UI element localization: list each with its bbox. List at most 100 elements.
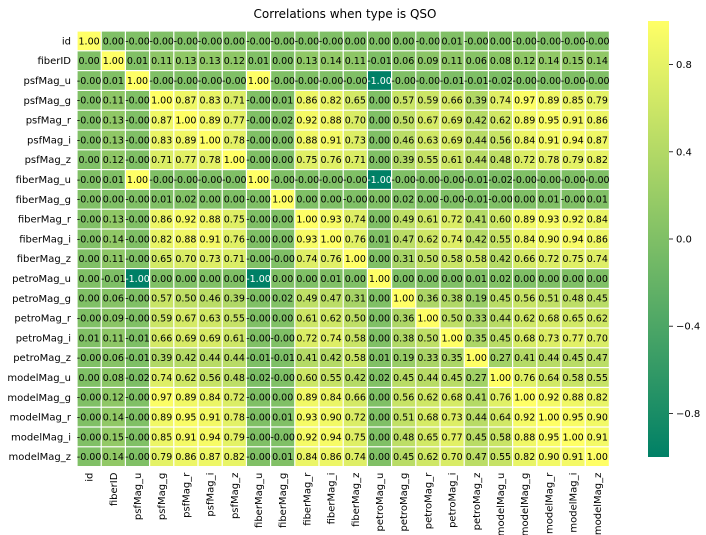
heatmap-cell (295, 91, 319, 110)
heatmap-cell (416, 170, 440, 189)
x-tick-label: psfMag_u (133, 473, 144, 521)
x-tick-label: petroMag_r (423, 472, 434, 530)
heatmap-cell (150, 71, 174, 90)
heatmap-cell (368, 31, 391, 51)
cell-value-label: 0.77 (175, 155, 196, 166)
heatmap-cell (198, 328, 222, 348)
y-tick-label: id (62, 36, 71, 47)
cell-value-label: 0.00 (563, 274, 584, 285)
x-tick-label: petroMag_i (448, 473, 459, 528)
cell-value-label: 0.58 (466, 254, 487, 265)
heatmap-cell (464, 388, 488, 407)
heatmap-cell (295, 269, 319, 288)
heatmap-cell (174, 328, 198, 348)
heatmap-cell (198, 31, 222, 51)
cell-value-label: 0.84 (514, 135, 535, 146)
cell-value-label: 0.60 (296, 373, 317, 384)
heatmap-cell (174, 71, 198, 90)
heatmap-cell (585, 170, 609, 189)
cell-value-label: 0.89 (175, 135, 196, 146)
cell-value-label: 0.01 (538, 195, 559, 206)
heatmap-cell (271, 71, 295, 90)
heatmap-cell (271, 110, 295, 130)
heatmap-cell (440, 110, 464, 130)
cell-value-label: -0.00 (246, 333, 271, 344)
cell-value-label: 0.62 (321, 314, 342, 325)
heatmap-cell (198, 209, 222, 229)
heatmap-cell (174, 91, 198, 110)
heatmap-cell (174, 388, 198, 407)
heatmap-cell (489, 51, 512, 70)
cell-value-label: 0.61 (442, 155, 463, 166)
cell-value-label: 0.01 (442, 36, 463, 47)
x-tick-label: modelMag_r (544, 472, 555, 534)
cell-value-label: -1.00 (246, 274, 271, 285)
heatmap-cell (416, 209, 440, 229)
heatmap-cell (585, 328, 609, 348)
cell-value-label: -0.00 (198, 76, 223, 87)
cell-value-label: 0.47 (321, 294, 342, 305)
heatmap-cell (222, 388, 246, 407)
cell-value-label: 0.12 (224, 56, 245, 67)
heatmap-cell (368, 308, 391, 328)
heatmap-cell (174, 150, 198, 169)
heatmap-cell (295, 110, 319, 130)
heatmap-cell (247, 229, 270, 249)
heatmap-cell (513, 209, 537, 229)
cell-value-label: -0.01 (246, 353, 271, 364)
heatmap-cell (585, 130, 609, 150)
cell-value-label: 0.00 (272, 155, 293, 166)
heatmap-cell (319, 209, 343, 229)
heatmap-cell (319, 190, 343, 209)
y-tick-label: fiberMag_r (18, 215, 72, 226)
cell-value-label: 0.39 (151, 353, 172, 364)
cell-value-label: 0.11 (151, 56, 172, 67)
cell-value-label: 0.88 (296, 135, 317, 146)
cell-value-label: 0.78 (224, 413, 245, 424)
heatmap-cell (198, 447, 222, 466)
cell-value-label: -0.00 (585, 36, 610, 47)
cell-value-label: 0.00 (369, 96, 390, 107)
cell-value-label: 0.02 (393, 195, 414, 206)
cell-value-label: -0.00 (537, 175, 562, 186)
heatmap-cell (271, 348, 295, 367)
cell-value-label: 0.36 (393, 314, 414, 325)
cell-value-label: 0.45 (490, 294, 511, 305)
x-tick-label: psfMag_r (181, 472, 192, 518)
heatmap-cell (271, 407, 295, 427)
heatmap-cell (295, 150, 319, 169)
cell-value-label: 1.00 (442, 333, 463, 344)
cell-value-label: 0.14 (103, 234, 124, 245)
heatmap-cell (150, 348, 174, 367)
heatmap-cell (416, 427, 440, 447)
heatmap-cell (77, 71, 101, 90)
cell-value-label: 0.00 (345, 274, 366, 285)
heatmap-cell (319, 170, 343, 189)
heatmap-cell (537, 249, 561, 268)
heatmap-cell (77, 427, 101, 447)
heatmap-cell (319, 328, 343, 348)
cell-value-label: -0.00 (319, 76, 344, 87)
cell-value-label: 0.00 (79, 274, 100, 285)
heatmap-cell (464, 269, 488, 288)
cell-value-label: 0.01 (272, 413, 293, 424)
cell-value-label: 0.55 (587, 373, 608, 384)
heatmap-cell (247, 150, 270, 169)
cell-value-label: 0.38 (442, 294, 463, 305)
heatmap-cell (416, 130, 440, 150)
cell-value-label: -0.00 (77, 314, 102, 325)
heatmap-cell (343, 91, 367, 110)
heatmap-cell (440, 289, 464, 308)
colorbar-tick-label: −0.4 (676, 322, 700, 333)
cell-value-label: 0.92 (538, 393, 559, 404)
heatmap-cell (150, 190, 174, 209)
heatmap-cell (101, 110, 125, 130)
cell-value-label: 0.33 (466, 314, 487, 325)
heatmap-cell (416, 328, 440, 348)
heatmap-cell (101, 427, 125, 447)
heatmap-cell (537, 229, 561, 249)
cell-value-label: 0.88 (321, 116, 342, 127)
cell-value-label: 0.74 (587, 254, 608, 265)
heatmap-cell (513, 71, 537, 90)
